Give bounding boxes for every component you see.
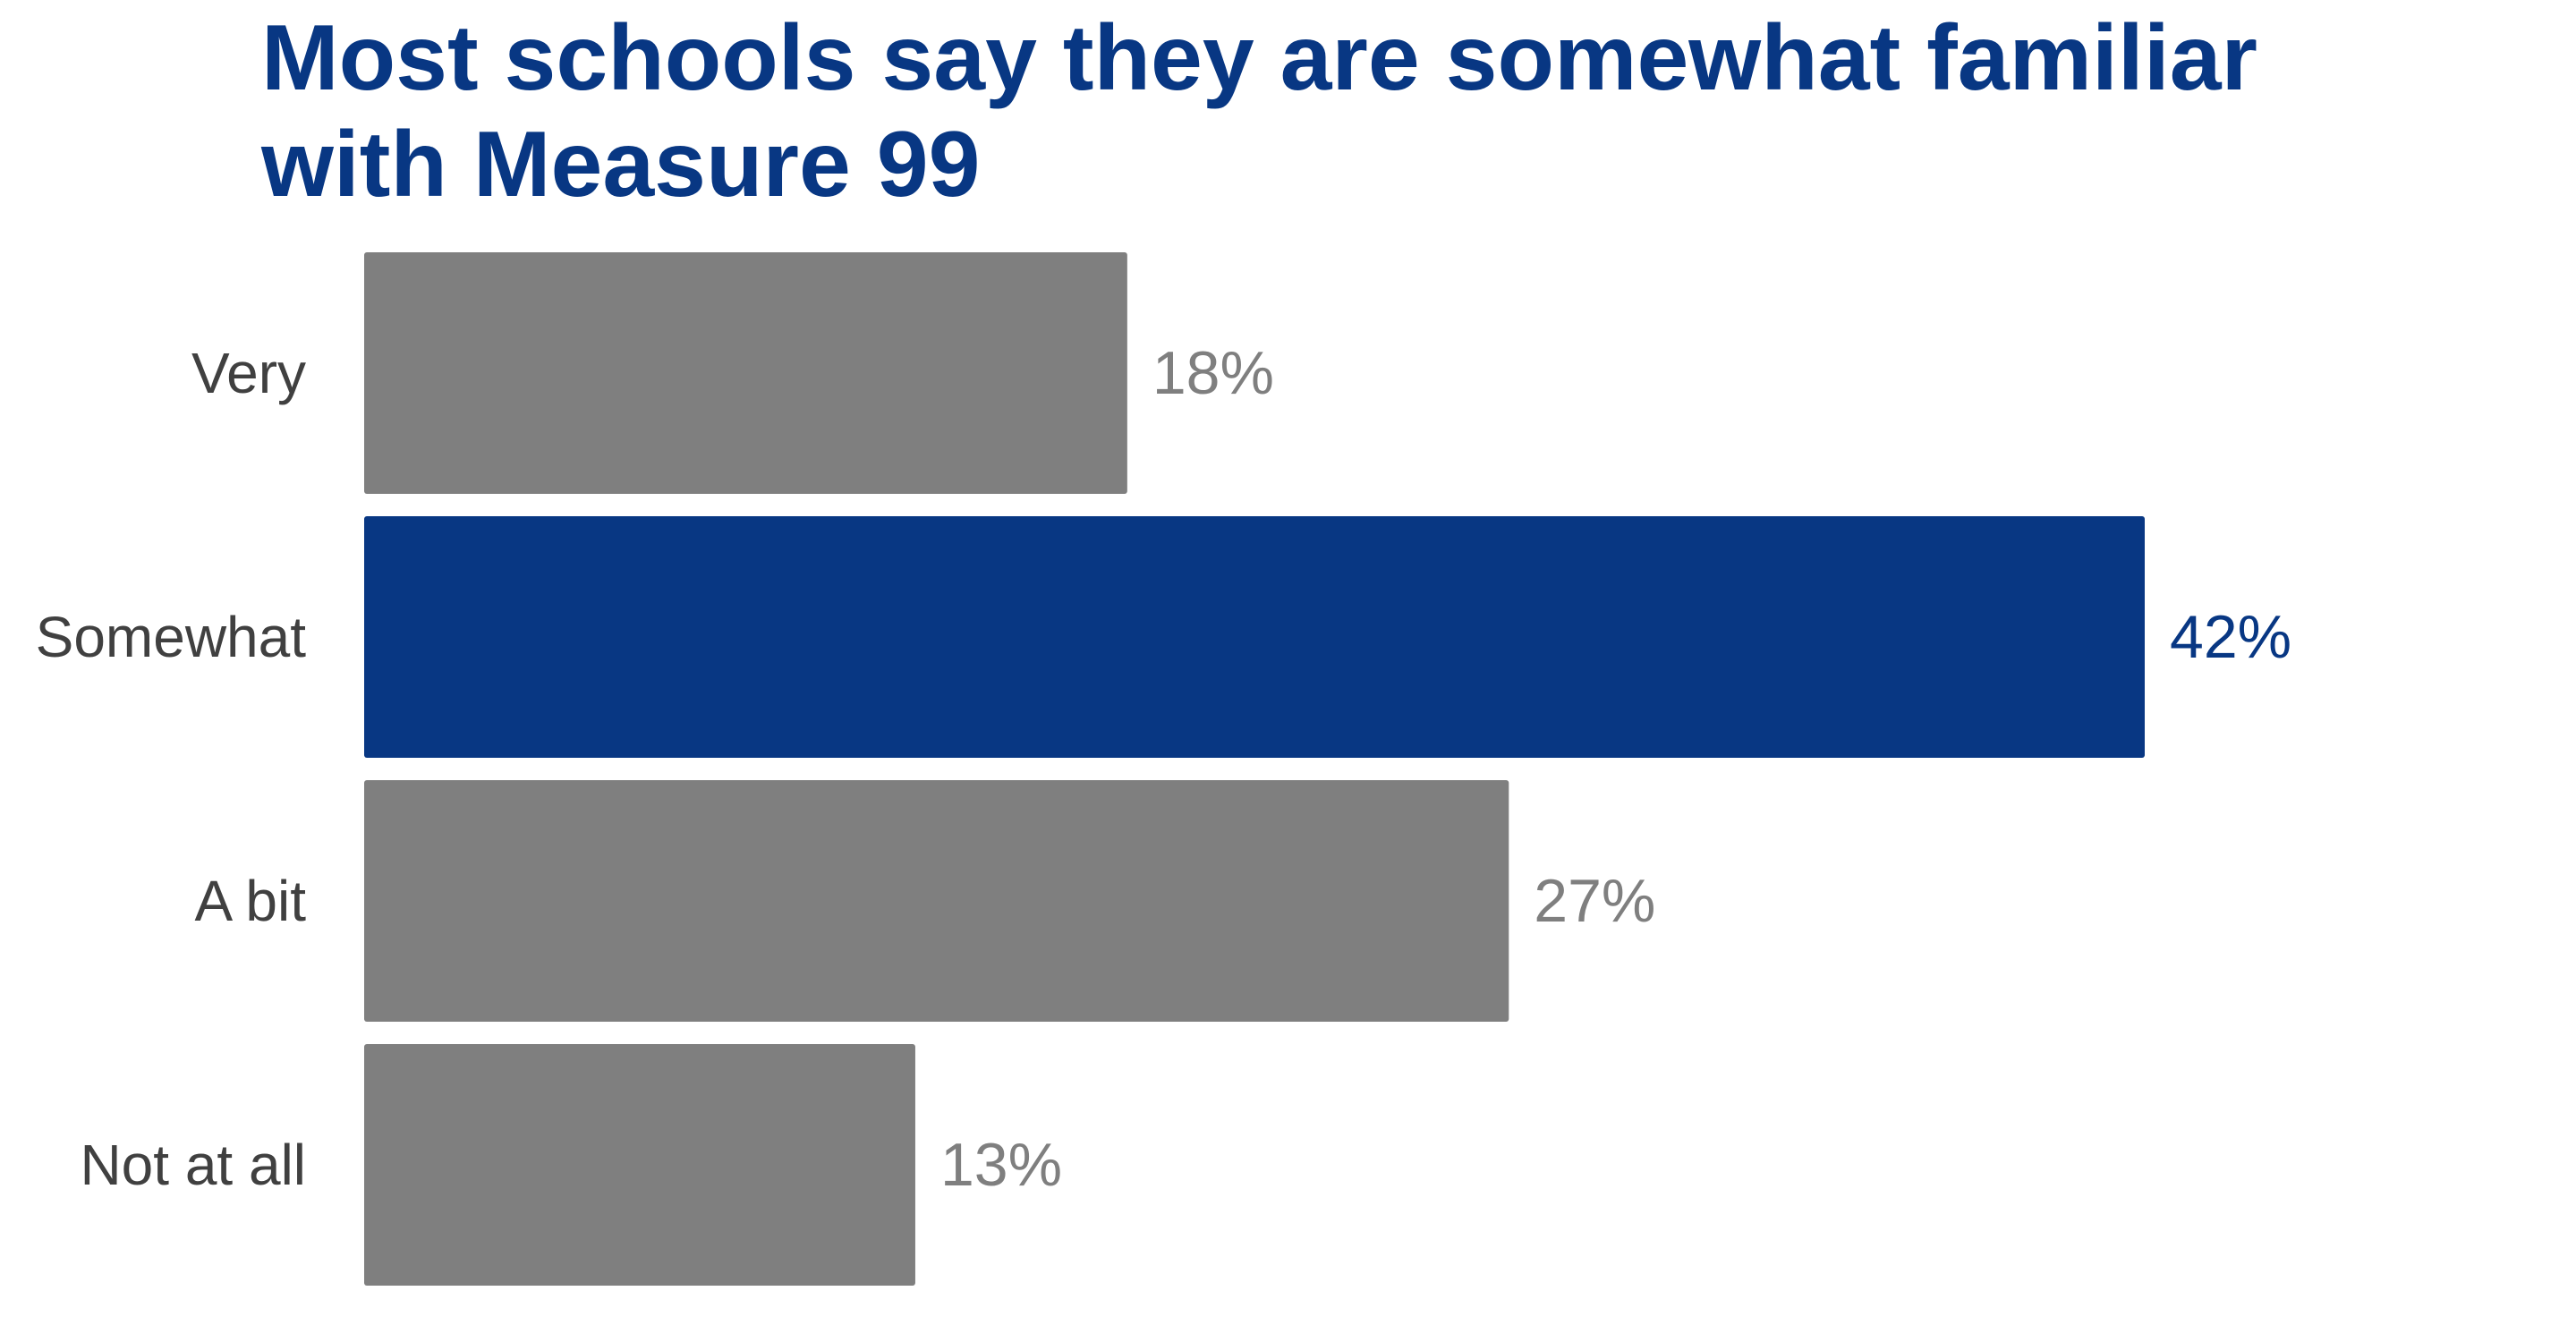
- bars-layer: [364, 252, 2145, 1286]
- labels-layer: Very 18% Somewhat 42% A bit 27% Not at all 13%: [36, 339, 2291, 1199]
- value-label-not-at-all: 13%: [940, 1131, 1062, 1199]
- bar-a-bit: [364, 780, 1509, 1022]
- category-label-a-bit: A bit: [194, 869, 306, 933]
- category-label-very: Very: [191, 341, 306, 405]
- bar-not-at-all: [364, 1044, 915, 1286]
- bar-very: [364, 252, 1127, 494]
- category-label-somewhat: Somewhat: [36, 605, 307, 669]
- chart-title: Most schools say they are somewhat famil…: [261, 6, 2258, 217]
- category-label-not-at-all: Not at all: [80, 1133, 306, 1197]
- value-label-a-bit: 27%: [1534, 867, 1655, 935]
- value-label-somewhat: 42%: [2170, 603, 2291, 671]
- value-label-very: 18%: [1152, 339, 1274, 407]
- bar-somewhat: [364, 516, 2145, 758]
